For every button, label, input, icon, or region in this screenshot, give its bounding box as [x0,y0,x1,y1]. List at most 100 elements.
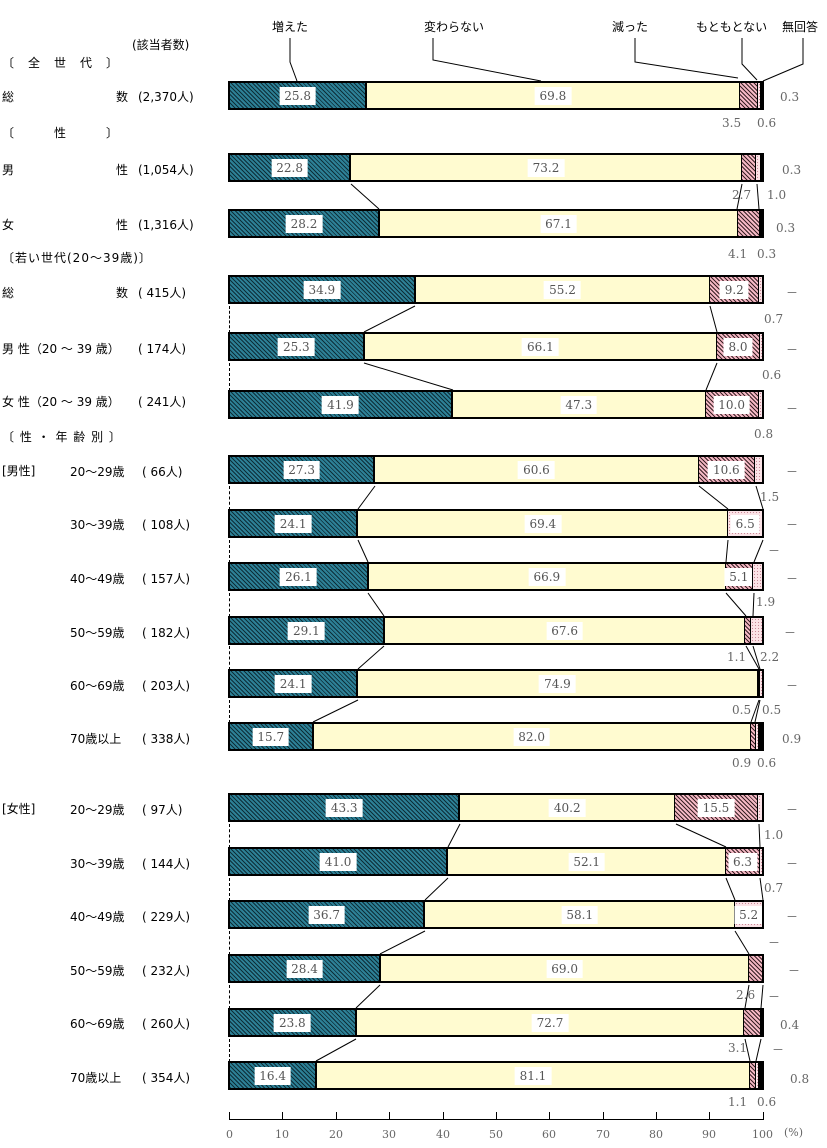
segment-none [758,849,762,874]
value-label: 82.0 [513,727,550,746]
row-count: ( 415人) [138,286,187,300]
segment-decreased [748,956,762,981]
row-count: ( 157人) [142,572,191,586]
row-count: ( 108人) [142,518,191,532]
row-label-young-total-suffix: 数 [116,286,129,300]
value-no-answer: － [786,402,799,416]
stacked-bar-young-total: 34.9 55.2 9.2 [228,275,764,304]
value-none: － [772,1043,785,1057]
value-label: 5.2 [734,905,762,924]
value-decreased: 0.5 [732,703,752,717]
value-label: 29.1 [288,621,325,640]
segment-increased: 28.2 [230,211,381,236]
value-label: 16.4 [254,1066,291,1085]
segment-unchanged: 66.9 [368,564,725,589]
row-label-young-male: 男 性（20 ～ 39 歳） [2,342,120,356]
value-no-answer: － [788,964,801,978]
segment-none [755,155,761,180]
value-label: 9.2 [719,280,749,299]
segment-decreased [744,618,751,643]
value-label: 74.9 [539,674,576,693]
value-label: 27.3 [283,460,320,479]
count-header: (該当者数) [132,38,190,52]
value-no-answer: 0.9 [782,732,802,746]
segment-none [758,211,761,236]
gap-band [229,1039,763,1062]
value-no-answer: 0.4 [780,1018,800,1032]
gap-band [229,878,763,901]
tick-label: 80 [649,1128,663,1141]
segment-unchanged: 73.2 [351,155,741,180]
segment-increased: 16.4 [230,1063,318,1088]
gap-band [229,306,763,333]
row-count: ( 338人) [142,732,191,746]
value-none: － [768,544,781,558]
segment-increased: 25.3 [230,334,365,359]
segment-increased: 29.1 [230,618,385,643]
segment-increased: 28.4 [230,956,382,981]
value-none: 0.6 [757,1095,777,1109]
tick-label: 20 [329,1128,343,1141]
stacked-bar-young-male: 25.3 66.1 8.0 [228,332,764,361]
value-no-answer: － [786,572,799,586]
stacked-bar-female-60s: 23.8 72.7 [228,1008,764,1037]
row-label-young-total: 総 [2,286,15,300]
row-label-male-70plus: 70歳以上 [70,732,122,746]
row-label-male: 男 [2,163,15,177]
value-no-answer: － [786,465,799,479]
tick-mark [656,1112,657,1120]
section-young: 〔若い世代(20～39歳)〕 [2,251,152,265]
segment-unchanged: 66.1 [364,334,717,359]
value-none: 1.0 [764,828,784,842]
stacked-bar-male-60s: 24.1 74.9 [228,669,764,698]
value-label: 5.1 [724,567,754,586]
segment-decreased [736,211,759,236]
value-decreased: 1.1 [728,1095,748,1109]
stacked-bar-female: 28.2 67.1 [228,209,764,238]
stacked-bar-male-30s: 24.1 69.4 6.5 [228,509,764,538]
segment-none [751,564,762,589]
segment-no-answer [760,211,762,236]
gap-band [229,931,763,955]
segment-decreased: 6.5 [727,511,762,536]
legend-decreased: 減った [612,20,649,34]
segment-decreased: 8.0 [716,334,759,359]
value-no-answer: 0.3 [776,221,796,235]
value-label: 81.1 [514,1066,552,1085]
value-label: 25.3 [277,337,315,356]
value-label: 6.5 [730,514,760,533]
value-label: 67.6 [546,621,583,640]
segment-none [754,457,762,482]
value-no-answer: 0.3 [782,163,802,177]
segment-decreased [748,1063,755,1088]
row-count: (2,370人) [138,90,194,104]
value-no-answer: 0.8 [790,1072,810,1086]
stacked-bar-female-70plus: 16.4 81.1 [228,1061,764,1090]
segment-none [754,1063,758,1088]
value-label: 41.9 [322,395,359,414]
value-none: 0.6 [757,756,777,770]
tick-mark [603,1112,604,1120]
value-label: 26.1 [280,567,317,586]
segment-unchanged: 72.7 [356,1010,744,1035]
segment-unchanged: 69.8 [367,83,739,108]
value-none: － [768,936,781,950]
segment-increased: 34.9 [230,277,416,302]
tick-label: 70 [596,1128,610,1141]
value-none: 0.6 [757,116,777,130]
value-label: 22.8 [271,158,308,177]
gap-band [229,646,763,670]
segment-unchanged: 52.1 [448,849,726,874]
row-label-total: 総 [2,90,15,104]
section-sex: 〔 性 〕 [2,126,120,140]
value-label: 8.0 [723,337,753,356]
value-label: 40.2 [548,798,586,817]
value-none: 0.8 [754,427,774,441]
segment-unchanged: 74.9 [358,671,757,696]
segment-increased: 41.0 [230,849,449,874]
tick-label: 30 [382,1128,396,1141]
value-label: 67.1 [540,214,577,233]
gap-band [229,985,763,1009]
value-label: 41.0 [319,852,357,871]
value-no-answer: － [786,857,799,871]
